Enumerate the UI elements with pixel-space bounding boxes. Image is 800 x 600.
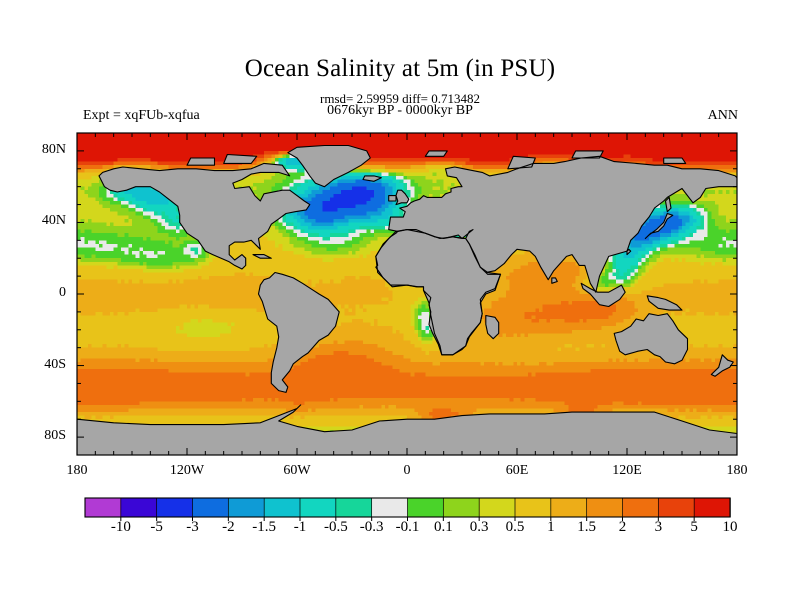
- y-axis-tick-label: 80N: [41, 141, 66, 157]
- experiment-label: Expt = xqFUb-xqfua: [83, 108, 200, 123]
- x-axis-tick-label: 180: [726, 463, 748, 478]
- y-axis-tick-label: 40S: [44, 356, 66, 372]
- colorbar-tick-label: -2: [222, 519, 235, 535]
- colorbar-tick-label: 10: [722, 519, 738, 535]
- colorbar-tick-label: 0.1: [433, 519, 453, 535]
- x-axis-tick-label: 60E: [505, 463, 529, 478]
- colorbar-tick-label: -1.5: [252, 519, 277, 535]
- colorbar-tick-label: 1.5: [577, 519, 597, 535]
- page-title: Ocean Salinity at 5m (in PSU): [244, 55, 556, 82]
- x-axis-tick-label: 120W: [169, 463, 205, 478]
- rmsd-annotation: rmsd= 2.59959 diff= 0.713482: [320, 91, 480, 106]
- period-annotation: 0676kyr BP - 0000kyr BP: [327, 103, 473, 118]
- y-axis-tick-label: 80S: [44, 428, 66, 444]
- colorbar-tick-label: 1: [547, 519, 555, 535]
- x-axis-tick-label: 0: [403, 463, 411, 478]
- colorbar-tick-label: -5: [150, 519, 163, 535]
- x-axis-tick-label: 180: [66, 463, 88, 478]
- colorbar-tick-label: 2: [618, 519, 627, 535]
- coastline-layer: [77, 144, 737, 455]
- colorbar-tick-label: -1: [293, 519, 307, 535]
- y-axis-tick-label: 0: [59, 285, 66, 300]
- axis-ticks: [76, 132, 738, 456]
- colorbar-tick-label: -0.5: [323, 519, 348, 535]
- colorbar-tick-label: 0.5: [505, 519, 525, 535]
- colorbar-tick-label: -0.1: [395, 519, 420, 535]
- colorbar-tick-label: -0.3: [359, 519, 384, 535]
- colorbar-tick-label: 0.3: [469, 519, 489, 535]
- season-label: ANN: [707, 108, 738, 123]
- colorbar-tick-label: 3: [654, 519, 663, 535]
- x-axis-tick-label: 120E: [612, 463, 642, 478]
- x-axis-tick-label: 60W: [283, 463, 311, 478]
- colorbar-tick-label: -10: [110, 519, 131, 535]
- colorbar-tick-label: 5: [690, 519, 698, 535]
- colorbar-tick-label: -3: [186, 519, 199, 535]
- colorbar: [84, 497, 731, 521]
- land-layer: [77, 145, 737, 455]
- y-axis-tick-label: 40N: [41, 213, 66, 229]
